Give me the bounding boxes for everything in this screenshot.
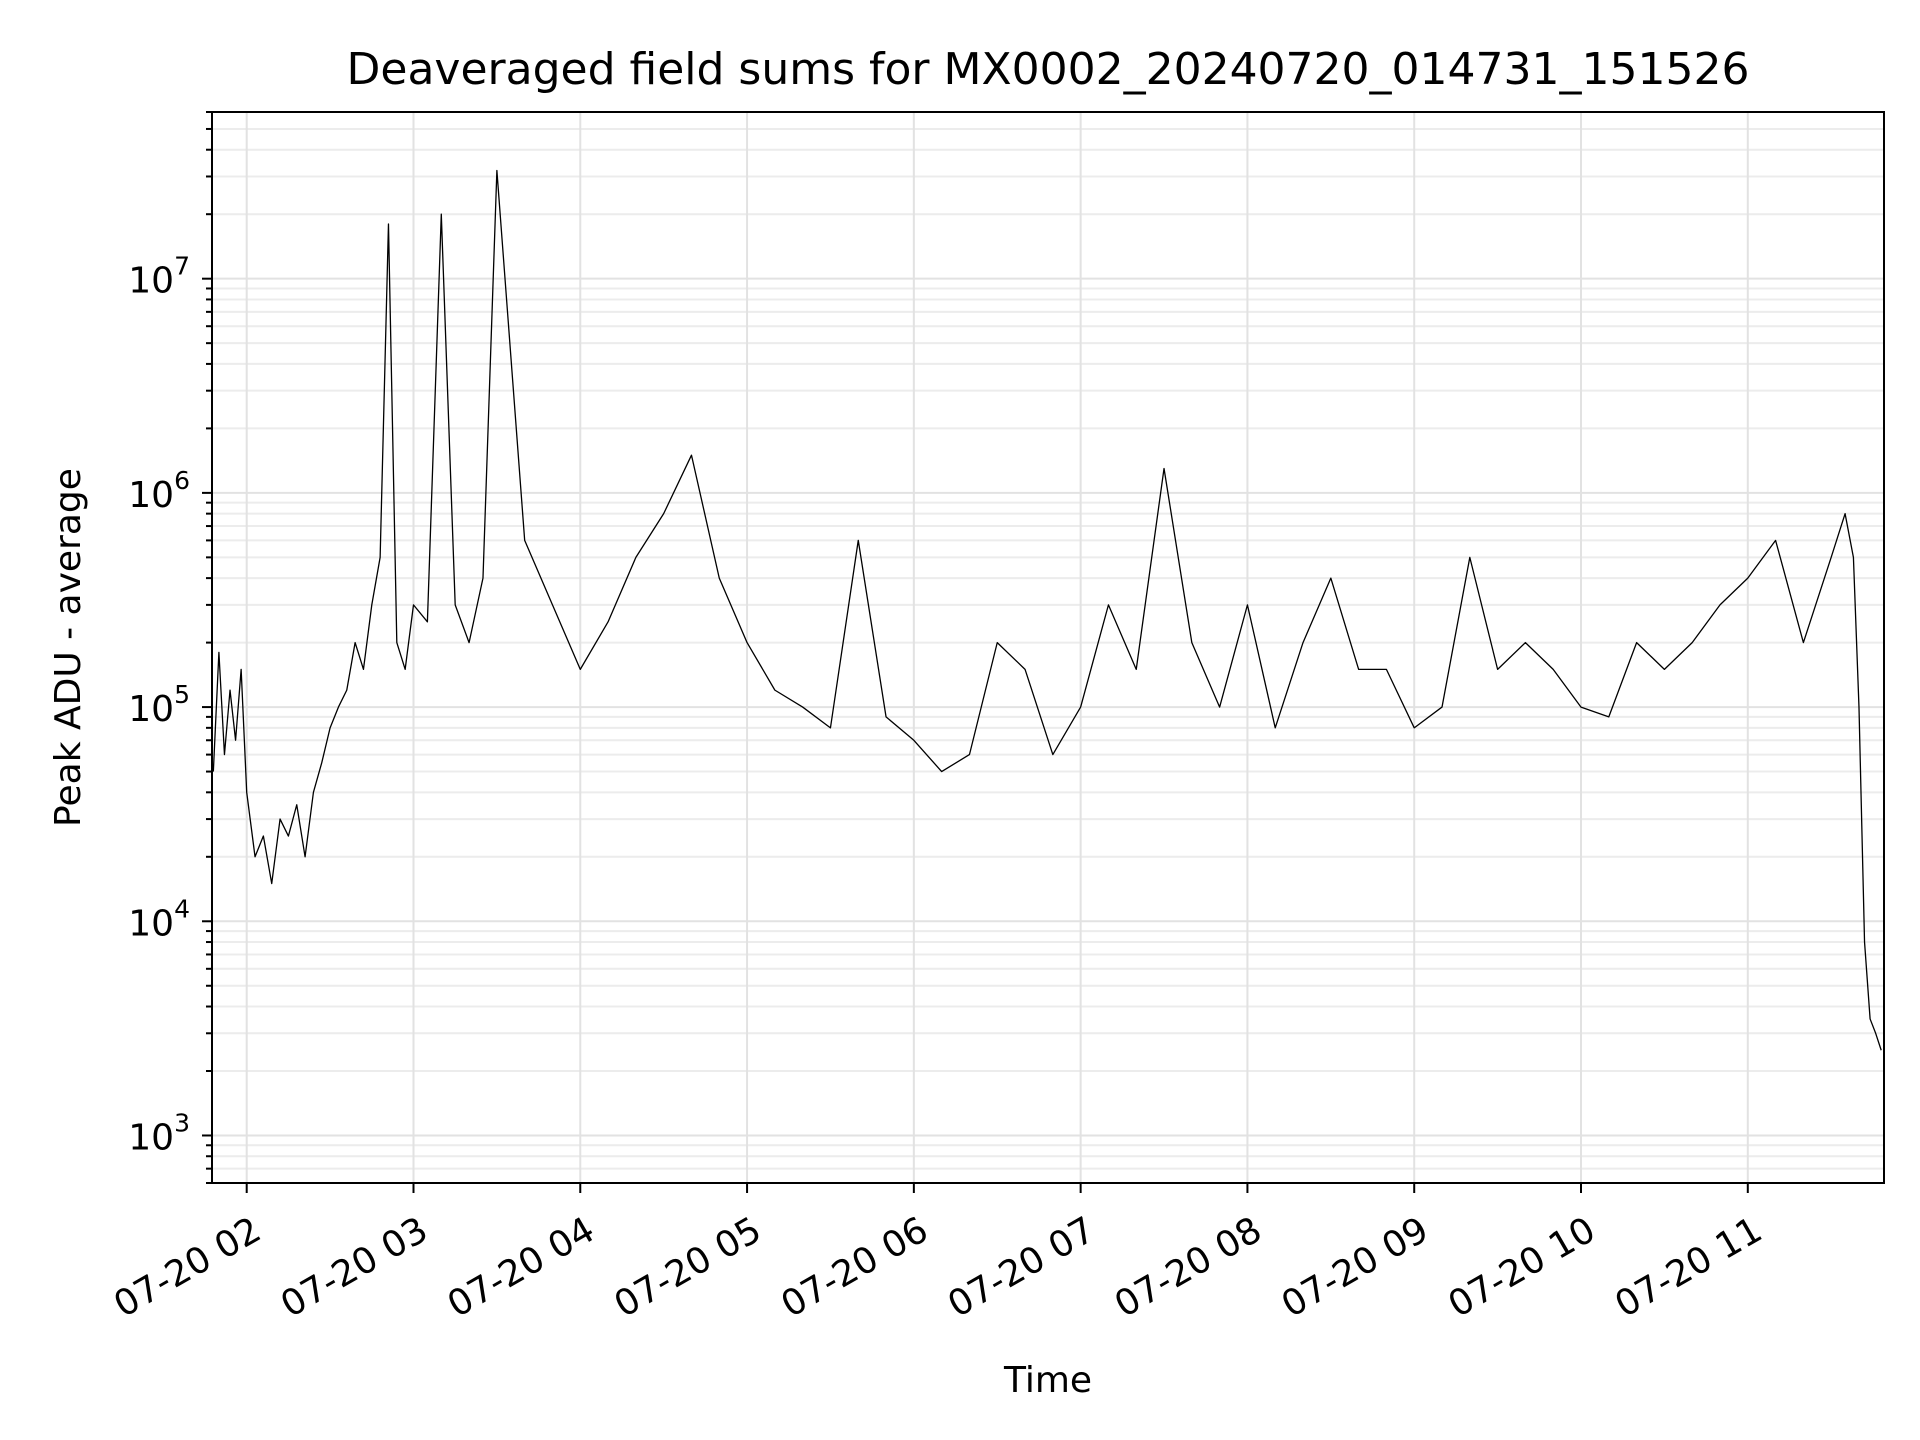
- x-tick-label: 07-20 08: [1108, 1209, 1269, 1325]
- chart-title: Deaveraged field sums for MX0002_2024072…: [347, 44, 1750, 95]
- x-tick-label: 07-20 05: [608, 1209, 769, 1325]
- grid-layer: [212, 111, 1884, 1184]
- x-tick-label: 07-20 09: [1275, 1209, 1436, 1325]
- y-axis-label: Peak ADU - average: [48, 468, 89, 827]
- x-tick-label: 07-20 10: [1442, 1209, 1603, 1325]
- x-axis-label: Time: [1003, 1360, 1092, 1401]
- x-tick-label: 07-20 07: [941, 1209, 1102, 1325]
- y-tick-label: 106: [128, 466, 190, 516]
- series-line: [212, 169, 1882, 1051]
- plot-frame: [211, 111, 1885, 1184]
- x-tick-label: 07-20 02: [107, 1209, 268, 1325]
- x-tick-label: 07-20 03: [274, 1209, 435, 1325]
- y-tick-label: 103: [128, 1108, 190, 1158]
- y-tick-label: 107: [128, 252, 190, 302]
- y-tick-label: 105: [128, 680, 190, 730]
- x-tick-label: 07-20 04: [441, 1209, 602, 1325]
- y-tick-label: 104: [128, 894, 190, 944]
- x-tick-label: 07-20 11: [1608, 1209, 1769, 1325]
- x-tick-label: 07-20 06: [774, 1209, 935, 1325]
- series-layer: [212, 169, 1882, 1051]
